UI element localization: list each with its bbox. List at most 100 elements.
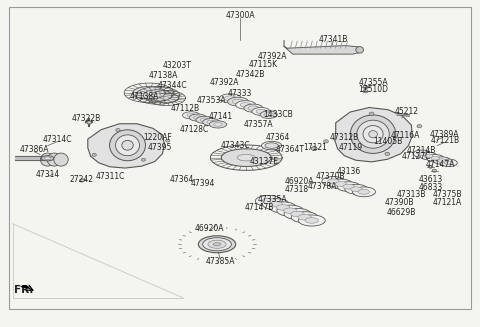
Text: 47322B: 47322B bbox=[71, 114, 100, 123]
Text: 47314B: 47314B bbox=[406, 146, 436, 155]
Text: 47333: 47333 bbox=[228, 89, 252, 98]
Ellipse shape bbox=[187, 113, 195, 117]
Ellipse shape bbox=[270, 202, 297, 213]
Ellipse shape bbox=[200, 118, 209, 122]
Text: 17510D: 17510D bbox=[358, 85, 388, 94]
Text: 47386A: 47386A bbox=[20, 145, 49, 154]
Ellipse shape bbox=[276, 205, 290, 210]
Polygon shape bbox=[133, 87, 165, 99]
Ellipse shape bbox=[291, 211, 304, 217]
Text: 46833: 46833 bbox=[419, 183, 443, 192]
Text: 47314C: 47314C bbox=[42, 135, 72, 144]
Ellipse shape bbox=[92, 153, 96, 156]
Ellipse shape bbox=[269, 201, 283, 207]
Ellipse shape bbox=[208, 240, 226, 248]
Text: 43137E: 43137E bbox=[250, 157, 278, 166]
Text: 47370B: 47370B bbox=[315, 172, 345, 181]
Text: 47115K: 47115K bbox=[249, 60, 277, 69]
Text: 47312B: 47312B bbox=[330, 133, 359, 142]
Ellipse shape bbox=[298, 215, 312, 220]
Ellipse shape bbox=[284, 208, 311, 219]
Ellipse shape bbox=[420, 152, 437, 160]
Text: 47357A: 47357A bbox=[243, 120, 273, 129]
Ellipse shape bbox=[256, 109, 266, 113]
Text: 27242: 27242 bbox=[69, 175, 93, 184]
Text: 47364: 47364 bbox=[265, 133, 289, 142]
Text: 47392A: 47392A bbox=[210, 78, 240, 87]
Ellipse shape bbox=[444, 161, 453, 164]
Polygon shape bbox=[154, 93, 179, 103]
Ellipse shape bbox=[264, 112, 274, 117]
Ellipse shape bbox=[329, 179, 352, 189]
Ellipse shape bbox=[116, 129, 120, 131]
Text: 47394: 47394 bbox=[191, 179, 216, 188]
Text: 47300A: 47300A bbox=[225, 10, 255, 20]
Text: 47147A: 47147A bbox=[425, 160, 455, 169]
Text: 47119: 47119 bbox=[339, 143, 363, 152]
Ellipse shape bbox=[358, 189, 370, 194]
Ellipse shape bbox=[350, 187, 362, 192]
Text: 47121B: 47121B bbox=[430, 136, 459, 145]
Ellipse shape bbox=[265, 143, 278, 148]
Ellipse shape bbox=[343, 184, 354, 189]
Ellipse shape bbox=[40, 153, 55, 166]
Ellipse shape bbox=[424, 154, 433, 158]
Text: 43136: 43136 bbox=[337, 167, 361, 177]
Text: 47335A: 47335A bbox=[258, 195, 288, 204]
Ellipse shape bbox=[313, 148, 315, 149]
Ellipse shape bbox=[196, 116, 213, 124]
Text: 47355A: 47355A bbox=[358, 78, 388, 87]
Ellipse shape bbox=[232, 99, 244, 104]
Ellipse shape bbox=[116, 135, 140, 156]
Ellipse shape bbox=[213, 243, 221, 246]
Ellipse shape bbox=[244, 104, 263, 112]
Ellipse shape bbox=[203, 119, 220, 126]
Text: 47141: 47141 bbox=[209, 112, 233, 121]
Text: 47344C: 47344C bbox=[157, 81, 187, 90]
Ellipse shape bbox=[335, 181, 347, 186]
Ellipse shape bbox=[237, 154, 255, 161]
Text: 47342B: 47342B bbox=[236, 70, 265, 79]
Text: 47127C: 47127C bbox=[401, 152, 431, 162]
Text: 47392A: 47392A bbox=[258, 52, 288, 60]
Ellipse shape bbox=[369, 130, 377, 138]
Text: 17121: 17121 bbox=[304, 143, 327, 152]
Ellipse shape bbox=[163, 97, 169, 99]
Text: 43613: 43613 bbox=[419, 175, 443, 184]
Ellipse shape bbox=[433, 157, 451, 164]
Ellipse shape bbox=[352, 187, 375, 197]
Text: 47343C: 47343C bbox=[220, 141, 250, 150]
Polygon shape bbox=[221, 149, 271, 166]
Polygon shape bbox=[21, 285, 29, 288]
Text: 46629B: 46629B bbox=[387, 209, 417, 217]
Ellipse shape bbox=[122, 140, 133, 150]
Ellipse shape bbox=[324, 140, 328, 143]
Ellipse shape bbox=[262, 198, 276, 204]
Ellipse shape bbox=[80, 179, 84, 182]
Ellipse shape bbox=[322, 177, 345, 186]
Text: 47385A: 47385A bbox=[205, 257, 235, 266]
Ellipse shape bbox=[198, 236, 236, 253]
Ellipse shape bbox=[224, 96, 237, 101]
Ellipse shape bbox=[145, 91, 153, 95]
Ellipse shape bbox=[54, 153, 68, 166]
Text: 46920A: 46920A bbox=[285, 177, 314, 186]
Ellipse shape bbox=[299, 215, 325, 226]
Ellipse shape bbox=[207, 120, 216, 124]
Polygon shape bbox=[15, 156, 48, 160]
Text: 47121A: 47121A bbox=[432, 198, 462, 207]
Ellipse shape bbox=[44, 157, 51, 160]
Text: 47395: 47395 bbox=[148, 143, 172, 152]
Ellipse shape bbox=[47, 153, 61, 166]
Ellipse shape bbox=[236, 101, 256, 109]
Polygon shape bbox=[284, 41, 359, 54]
Text: 47378A: 47378A bbox=[308, 182, 337, 191]
Ellipse shape bbox=[417, 125, 422, 128]
Ellipse shape bbox=[87, 121, 92, 124]
Ellipse shape bbox=[141, 158, 145, 161]
Text: 47112B: 47112B bbox=[170, 104, 200, 113]
Ellipse shape bbox=[438, 159, 446, 163]
Ellipse shape bbox=[284, 208, 297, 214]
Text: 47138A: 47138A bbox=[130, 92, 159, 101]
Ellipse shape bbox=[262, 141, 282, 150]
